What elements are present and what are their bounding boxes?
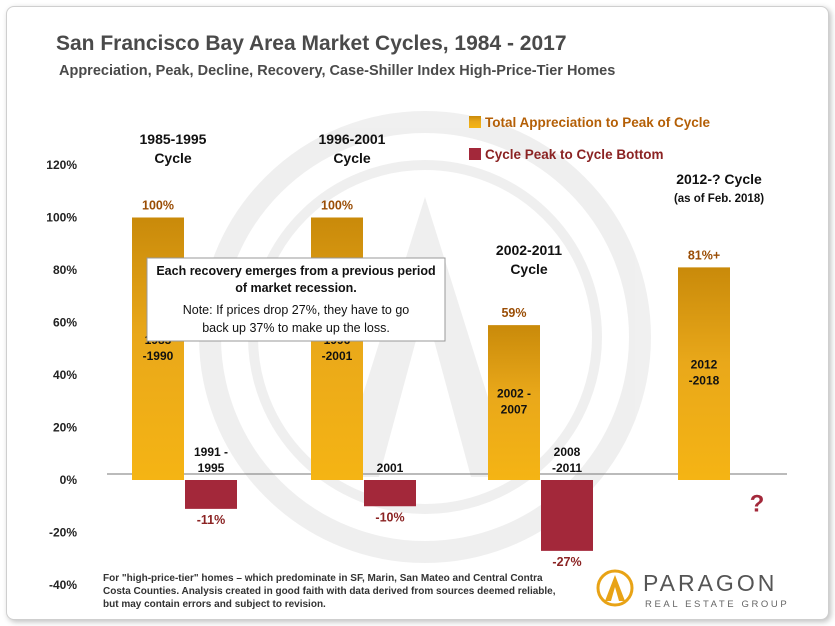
bar-decline <box>541 480 593 551</box>
cycle-title-3: 2002-2011 Cycle <box>496 242 562 277</box>
chart-frame: San Francisco Bay Area Market Cycles, 19… <box>6 6 829 620</box>
period-label-decline: 2001 <box>377 461 404 475</box>
chart: San Francisco Bay Area Market Cycles, 19… <box>46 32 789 610</box>
period-label-appreciation: -2018 <box>689 374 720 388</box>
y-tick-label: 0% <box>60 473 78 487</box>
period-label-appreciation: 2002 - <box>497 387 531 401</box>
legend: Total Appreciation to Peak of Cycle Cycl… <box>469 115 711 162</box>
value-label-appreciation: 100% <box>321 199 353 213</box>
period-label-appreciation: 2007 <box>501 403 528 417</box>
legend-swatch-appreciation <box>469 116 481 128</box>
y-tick-label: 120% <box>46 158 77 172</box>
legend-label-appreciation: Total Appreciation to Peak of Cycle <box>485 115 711 130</box>
logo-tagline: REAL ESTATE GROUP <box>645 599 789 610</box>
chart-subtitle: Appreciation, Peak, Decline, Recovery, C… <box>59 63 615 79</box>
chart-title: San Francisco Bay Area Market Cycles, 19… <box>56 32 567 55</box>
y-axis: 120% 100% 80% 60% 40% 20% 0% -20% -40% <box>46 158 77 592</box>
footnote: For "high-price-tier" homes – which pred… <box>103 573 556 610</box>
note-line-3: Note: If prices drop 27%, they have to g… <box>183 303 410 317</box>
period-label-appreciation: 2012 <box>691 358 718 372</box>
period-label-decline: 1995 <box>198 461 225 475</box>
value-label-appreciation: 100% <box>142 199 174 213</box>
footnote-line-1: For "high-price-tier" homes – which pred… <box>103 573 543 584</box>
legend-swatch-decline <box>469 148 481 160</box>
unknown-decline-label: ? <box>750 491 765 518</box>
y-tick-label: -20% <box>49 526 77 540</box>
paragon-logo: PARAGON REAL ESTATE GROUP <box>596 569 789 610</box>
value-label-decline: -27% <box>552 555 581 569</box>
value-label-appreciation: 59% <box>501 306 526 320</box>
legend-label-decline: Cycle Peak to Cycle Bottom <box>485 147 664 162</box>
bar-appreciation <box>678 267 730 480</box>
logo-mark-icon <box>605 575 625 601</box>
y-tick-label: 20% <box>53 421 77 435</box>
cycle-title-4: 2012-? Cycle (as of Feb. 2018) <box>674 171 764 205</box>
y-tick-label: 40% <box>53 368 77 382</box>
period-label-appreciation: -2001 <box>322 349 353 363</box>
value-label-decline: -11% <box>197 513 226 527</box>
note-box: Each recovery emerges from a previous pe… <box>146 257 446 342</box>
value-label-decline: -10% <box>375 510 404 524</box>
cycle-title-1: 1985-1995 Cycle <box>140 131 207 166</box>
period-label-decline: -2011 <box>552 461 582 475</box>
period-label-decline: 2008 <box>554 445 581 459</box>
logo-name: PARAGON <box>643 570 777 596</box>
y-tick-label: 100% <box>46 211 77 225</box>
y-tick-label: 80% <box>53 263 77 277</box>
y-tick-label: 60% <box>53 316 77 330</box>
bar-decline <box>364 480 416 507</box>
period-label-appreciation: -1990 <box>143 349 174 363</box>
period-label-decline: 1991 - <box>194 445 228 459</box>
logo-circle-icon <box>596 569 634 607</box>
cycle-title-2: 1996-2001 Cycle <box>319 131 386 166</box>
y-tick-label: -40% <box>49 578 77 592</box>
bar-decline <box>185 480 237 509</box>
bar-appreciation <box>488 325 540 480</box>
footnote-line-3: but may contain errors and subject to re… <box>103 599 326 610</box>
value-label-appreciation: 81%+ <box>688 248 720 262</box>
footnote-line-2: Costa Counties. Analysis created in good… <box>103 586 556 597</box>
note-line-2: of market recession. <box>235 281 357 295</box>
note-line-4: back up 37% to make up the loss. <box>202 321 390 335</box>
note-line-1: Each recovery emerges from a previous pe… <box>156 264 435 278</box>
